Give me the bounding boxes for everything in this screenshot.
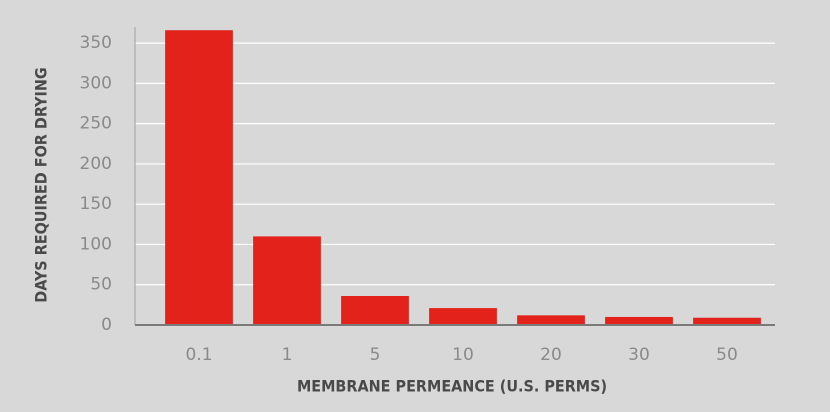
bar xyxy=(429,308,497,325)
bar xyxy=(693,317,761,325)
x-tick-label: 0.1 xyxy=(185,345,212,365)
y-tick-label: 200 xyxy=(80,154,112,174)
y-tick-label: 0 xyxy=(101,315,112,335)
bar xyxy=(341,296,409,325)
y-axis-title: DAYS REQUIRED FOR DRYING xyxy=(32,67,51,302)
bar xyxy=(517,315,585,325)
y-tick-label: 50 xyxy=(90,275,112,295)
y-tick-label: 300 xyxy=(80,73,112,93)
x-tick-label: 30 xyxy=(628,345,650,365)
x-tick-label: 1 xyxy=(282,345,293,365)
x-tick-label: 5 xyxy=(370,345,381,365)
x-tick-label: 10 xyxy=(452,345,474,365)
y-tick-label: 350 xyxy=(80,33,112,53)
bar xyxy=(253,236,321,325)
y-tick-label: 250 xyxy=(80,114,112,134)
bar xyxy=(165,30,233,326)
x-tick-label: 20 xyxy=(540,345,562,365)
bar xyxy=(605,316,673,325)
x-tick-label: 50 xyxy=(716,345,738,365)
x-axis-title: MEMBRANE PERMEANCE (U.S. PERMS) xyxy=(297,377,607,396)
y-tick-label: 150 xyxy=(80,194,112,214)
y-tick-label: 100 xyxy=(80,234,112,254)
